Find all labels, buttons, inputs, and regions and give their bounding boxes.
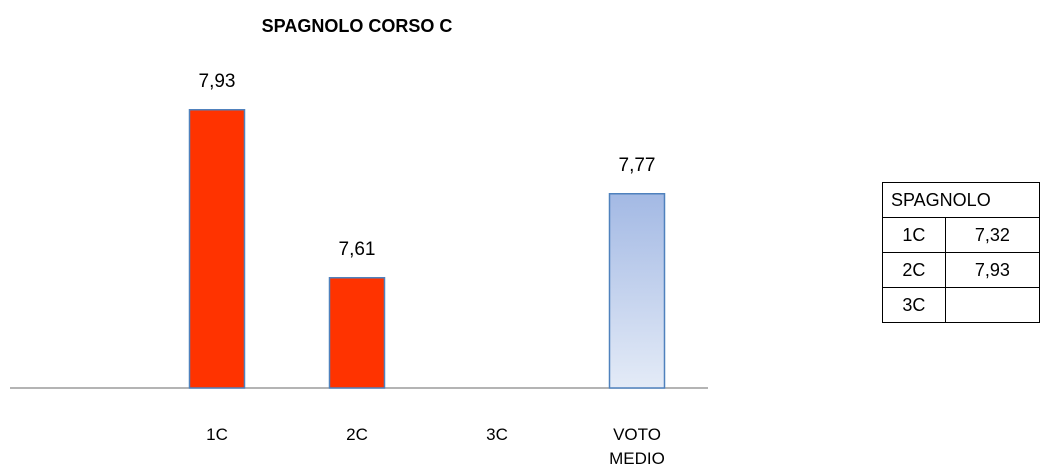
value-label: 7,61 — [339, 239, 376, 260]
x-tick-label: VOTO MEDIO — [609, 425, 665, 468]
x-tick-label: 3C — [486, 425, 508, 444]
value-label: 7,77 — [619, 155, 656, 176]
bar — [188, 109, 246, 389]
summary-table: SPAGNOLO 1C 7,32 2C 7,93 3C — [882, 182, 1041, 323]
bar — [328, 277, 386, 389]
x-tick-label: 2C — [346, 425, 368, 444]
bar — [608, 193, 666, 389]
value-label: 7,93 — [199, 71, 236, 92]
chart-title: SPAGNOLO CORSO C — [262, 16, 453, 36]
cell: 7,32 — [944, 217, 1041, 253]
cell: 7,93 — [944, 252, 1041, 288]
cell — [944, 287, 1041, 323]
table-title: SPAGNOLO — [882, 182, 1040, 218]
cell: 3C — [882, 287, 946, 323]
cell: 2C — [882, 252, 946, 288]
x-tick-label: 1C — [206, 425, 228, 444]
cell: 1C — [882, 217, 946, 253]
